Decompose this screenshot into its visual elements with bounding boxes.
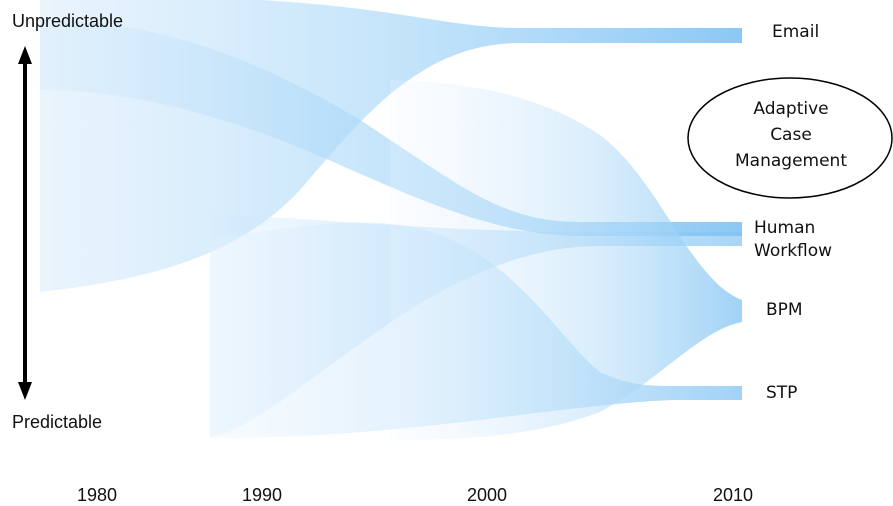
destination-email: Email	[772, 22, 820, 42]
axis-label-unpredictable: Unpredictable	[12, 11, 124, 31]
acm-label-line3: Management	[735, 151, 847, 171]
year-1980: 1980	[76, 485, 118, 505]
destination-bpm: BPM	[766, 300, 803, 320]
human-workflow-flow-band-1980	[40, 20, 742, 236]
bpm-flow-band	[390, 80, 742, 440]
acm-label: Adaptive Case Management	[690, 96, 892, 174]
year-2010: 2010	[712, 485, 754, 505]
acm-label-line2: Case	[770, 125, 812, 145]
destination-stp: STP	[766, 383, 798, 403]
acm-label-line1: Adaptive	[753, 99, 829, 119]
year-2000: 2000	[466, 485, 508, 505]
year-1990: 1990	[241, 485, 283, 505]
axis-label-predictable: Predictable	[12, 412, 103, 432]
acm-ellipse	[687, 77, 893, 199]
destination-human-workflow-line1: Human	[754, 218, 816, 238]
predictability-arrow	[18, 46, 32, 400]
destination-human-workflow-line2: Workflow	[754, 241, 833, 261]
